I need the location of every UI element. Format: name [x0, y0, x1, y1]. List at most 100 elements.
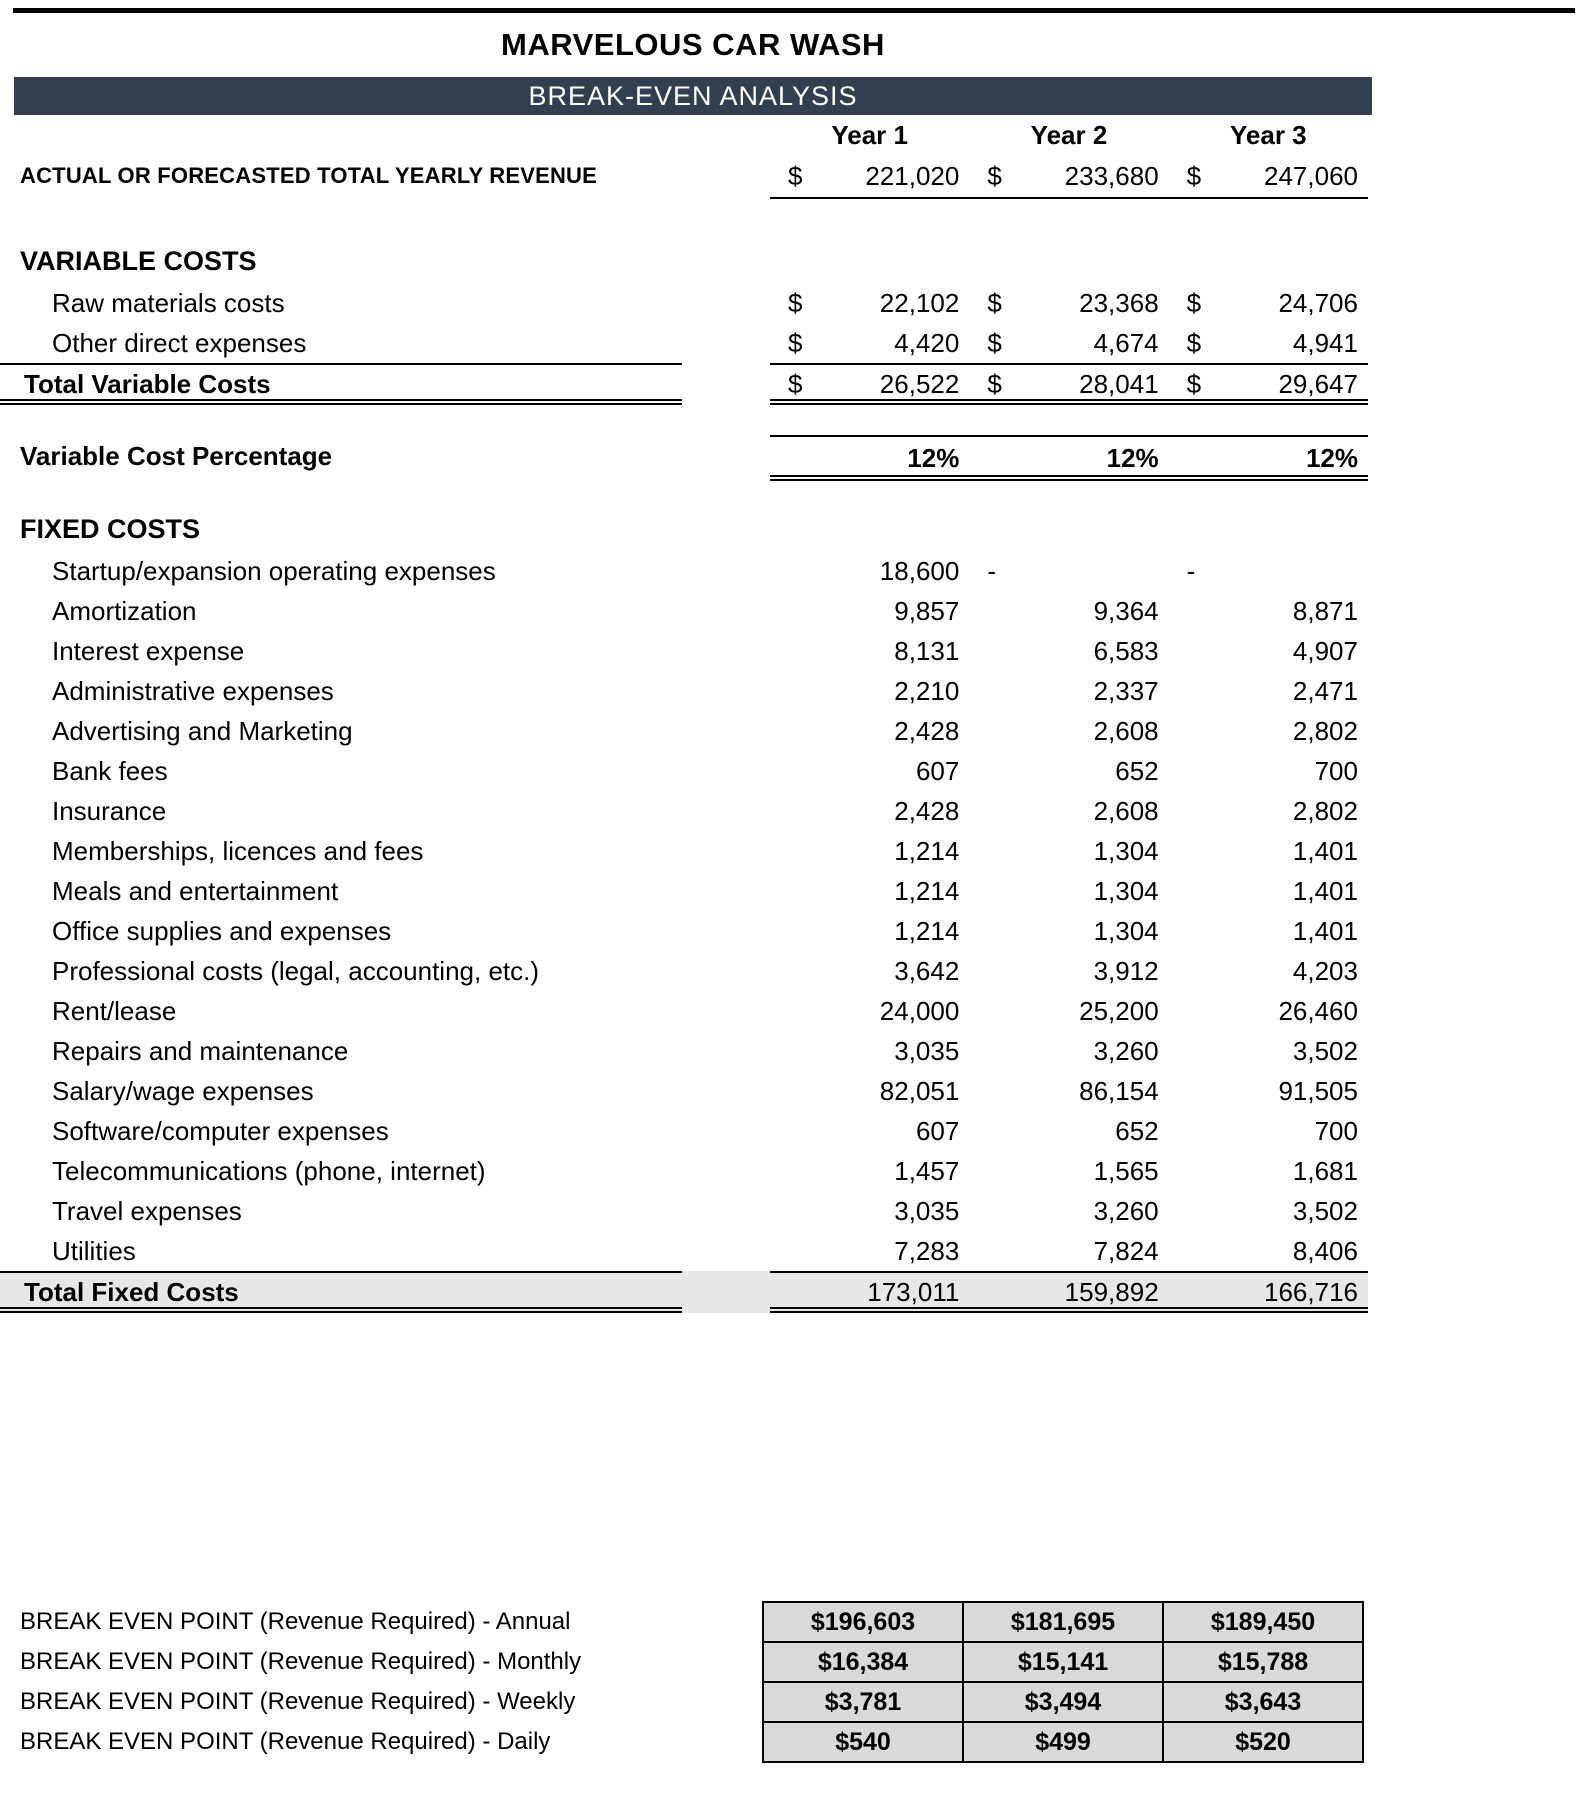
- amount-cell: 8,871: [1169, 591, 1368, 631]
- currency-symbol: $: [987, 328, 1002, 358]
- variable-cost-percentage-row: Variable Cost Percentage 12% 12% 12%: [0, 435, 1368, 481]
- amount-value: 3,502: [1292, 1196, 1358, 1226]
- amount-value: 3,035: [894, 1196, 960, 1226]
- amount-value: 12%: [907, 443, 960, 473]
- amount-value: 2,210: [894, 676, 960, 706]
- amount-cell: 91,505: [1169, 1071, 1368, 1111]
- amount-value: 2,471: [1292, 676, 1358, 706]
- section-banner: BREAK-EVEN ANALYSIS: [14, 77, 1372, 115]
- year-header: Year 3: [1230, 120, 1307, 150]
- cost-row-values: 82,051 86,154 91,505: [770, 1071, 1368, 1111]
- amount-value: 3,502: [1292, 1036, 1358, 1066]
- amount-value: 8,871: [1292, 596, 1358, 626]
- spacer: [682, 791, 770, 831]
- amount-cell: 1,457: [770, 1151, 969, 1191]
- total-fixed-costs-values: 173,011 159,892 166,716: [770, 1271, 1368, 1313]
- break-even-cell: $3,494: [962, 1681, 1164, 1723]
- amount-value: 23,368: [1079, 288, 1159, 318]
- cost-row-label: Professional costs (legal, accounting, e…: [52, 956, 540, 986]
- cost-row-values: 1,214 1,304 1,401: [770, 911, 1368, 951]
- cost-row-label: Insurance: [52, 796, 167, 826]
- spacer: [682, 831, 770, 871]
- currency-symbol: $: [788, 288, 803, 318]
- spacer: [682, 671, 770, 711]
- break-even-label: BREAK EVEN POINT (Revenue Required) - Mo…: [20, 1648, 582, 1675]
- cost-row: Startup/expansion operating expenses 18,6…: [0, 551, 1368, 591]
- amount-value: 3,912: [1093, 956, 1159, 986]
- currency-symbol: $: [1186, 161, 1202, 191]
- break-even-cell: $499: [962, 1721, 1164, 1763]
- cost-row-values: 9,857 9,364 8,871: [770, 591, 1368, 631]
- amount-value: 4,907: [1292, 636, 1358, 666]
- page-title: MARVELOUS CAR WASH: [501, 27, 885, 62]
- amount-value: 1,214: [894, 916, 960, 946]
- amount-cell: 1,304: [969, 871, 1168, 911]
- amount-value: 652: [1115, 1116, 1159, 1146]
- cost-row-label: Utilities: [52, 1236, 136, 1266]
- amount-cell: 3,260: [969, 1191, 1168, 1231]
- amount-cell: 652: [969, 751, 1168, 791]
- currency-symbol: $: [987, 369, 1002, 399]
- break-even-label: BREAK EVEN POINT (Revenue Required) - We…: [20, 1688, 576, 1715]
- amount-value: 2,608: [1093, 796, 1159, 826]
- break-even-cell: $540: [762, 1721, 964, 1763]
- break-even-cell: $16,384: [762, 1641, 964, 1683]
- spacer: [682, 435, 770, 481]
- amount-cell: 3,642: [770, 951, 969, 991]
- amount-cell: 3,502: [1169, 1191, 1368, 1231]
- amount-cell: 2,337: [969, 671, 1168, 711]
- currency-symbol: $: [1186, 328, 1202, 358]
- currency-symbol: $: [788, 369, 803, 399]
- currency-symbol: $: [987, 288, 1002, 318]
- spacer: [682, 591, 770, 631]
- amount-value: 4,203: [1292, 956, 1358, 986]
- amount-cell: 2,802: [1169, 711, 1368, 751]
- cost-row: Bank fees 607 652 700: [0, 751, 1368, 791]
- cost-row-label: Amortization: [52, 596, 197, 626]
- amount-value: 4,420: [894, 328, 960, 358]
- cost-row: Software/computer expenses 607 652 700: [0, 1111, 1368, 1151]
- amount-cell: $4,941: [1169, 323, 1368, 363]
- break-even-label: BREAK EVEN POINT (Revenue Required) - Da…: [20, 1728, 551, 1755]
- amount-value: 86,154: [1079, 1076, 1159, 1106]
- amount-cell: 1,214: [770, 871, 969, 911]
- break-even-row: BREAK EVEN POINT (Revenue Required) - We…: [0, 1681, 1376, 1723]
- total-fixed-costs-row: Total Fixed Costs 173,011 159,892 166,716: [0, 1271, 1368, 1313]
- cost-row-label: Administrative expenses: [52, 676, 334, 706]
- amount-value: 82,051: [879, 1076, 960, 1106]
- cost-row-values: 7,283 7,824 8,406: [770, 1231, 1368, 1271]
- amount-cell: $22,102: [770, 283, 969, 323]
- break-even-cell: $3,781: [762, 1681, 964, 1723]
- amount-cell: 607: [770, 1111, 969, 1151]
- amount-value: 12%: [1106, 443, 1159, 473]
- amount-cell: 25,200: [969, 991, 1168, 1031]
- amount-cell: $23,368: [969, 283, 1168, 323]
- amount-cell: 700: [1169, 1111, 1368, 1151]
- cost-row: Telecommunications (phone, internet) 1,45…: [0, 1151, 1368, 1191]
- cost-row-values: 1,214 1,304 1,401: [770, 831, 1368, 871]
- fixed-cost-rows: Startup/expansion operating expenses 18,6…: [0, 551, 1588, 1271]
- fixed-costs-section-header: FIXED COSTS: [20, 514, 201, 544]
- amount-cell: 2,210: [770, 671, 969, 711]
- amount-value: 1,565: [1093, 1156, 1159, 1186]
- amount-cell: $221,020: [770, 155, 969, 197]
- amount-value: 4,941: [1292, 328, 1358, 358]
- amount-value: 8,406: [1292, 1236, 1358, 1266]
- amount-value: 28,041: [1079, 369, 1159, 399]
- amount-cell: 7,283: [770, 1231, 969, 1271]
- spacer: [682, 1031, 770, 1071]
- amount-value: 3,035: [894, 1036, 960, 1066]
- cost-row-label: Rent/lease: [52, 996, 177, 1026]
- amount-cell: 173,011: [770, 1273, 969, 1307]
- amount-value: 6,583: [1093, 636, 1159, 666]
- cost-row: Repairs and maintenance 3,035 3,260 3,502: [0, 1031, 1368, 1071]
- cost-row-label: Advertising and Marketing: [52, 716, 353, 746]
- currency-symbol: $: [987, 161, 1002, 191]
- cost-row-label: Raw materials costs: [52, 288, 285, 318]
- amount-cell: 9,364: [969, 591, 1168, 631]
- amount-value: 7,824: [1093, 1236, 1159, 1266]
- break-even-values: $16,384 $15,141 $15,788: [762, 1641, 1364, 1683]
- currency-symbol: $: [1186, 369, 1202, 399]
- cost-row-label: Bank fees: [52, 756, 168, 786]
- amount-value: 247,060: [1264, 161, 1358, 191]
